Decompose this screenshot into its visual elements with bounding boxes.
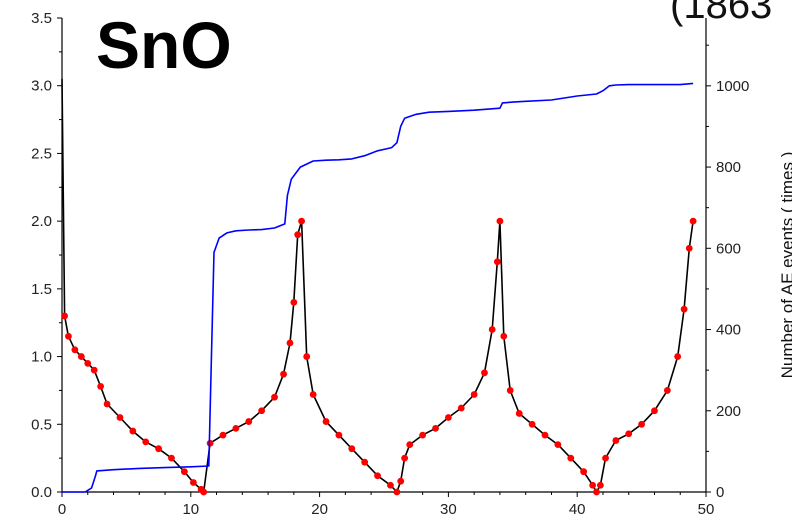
y-right-tick-label: 600 [716, 240, 741, 257]
y-right-tick-label: 200 [716, 403, 741, 420]
y-right-tick-label: 1000 [716, 78, 749, 95]
data-point [290, 299, 298, 306]
data-point [500, 332, 508, 340]
data-point [219, 431, 227, 439]
y-left-tick-label: 1.5 [31, 281, 52, 298]
data-point [488, 326, 496, 333]
data-point [103, 400, 111, 408]
data-point [155, 445, 163, 453]
data-point [200, 488, 208, 496]
data-point [419, 431, 427, 439]
data-point [445, 414, 452, 421]
data-point [189, 479, 197, 486]
data-point [689, 217, 697, 225]
data-point [116, 414, 124, 421]
data-point [232, 424, 240, 432]
y-left-tick-label: 0.0 [31, 484, 52, 501]
data-point [298, 217, 305, 225]
x-tick-label: 50 [698, 501, 715, 518]
data-point [496, 217, 504, 225]
y-right-tick-label: 400 [716, 322, 741, 339]
data-point [406, 441, 414, 448]
y-left-tick-label: 3.5 [31, 10, 52, 27]
data-point [65, 332, 72, 340]
y-left-tick-label: 0.5 [31, 416, 52, 433]
data-point [432, 424, 439, 432]
data-point [245, 418, 253, 425]
data-point [481, 369, 488, 377]
y-left-tick-label: 3.0 [31, 78, 52, 95]
data-point [142, 438, 150, 446]
data-point [303, 353, 311, 360]
data-point [77, 353, 85, 360]
data-point [596, 481, 604, 489]
data-point [602, 454, 609, 462]
x-tick-label: 10 [182, 501, 199, 518]
series-line-1 [62, 82, 694, 493]
data-point [651, 407, 658, 415]
chart-title: SnO [96, 8, 232, 82]
x-tick-label: 0 [58, 501, 66, 518]
data-point [286, 339, 294, 347]
chart-title-fragment: (1863 [670, 0, 772, 27]
data-point [309, 391, 317, 398]
data-point [638, 420, 645, 428]
data-point [397, 477, 405, 485]
data-point [271, 393, 278, 401]
y-left-tick-label: 1.0 [31, 349, 52, 366]
data-point [401, 454, 409, 462]
data-point [294, 231, 302, 239]
data-point [515, 410, 523, 417]
y-axis-right-label: Number of AE events ( times ) [778, 152, 792, 379]
data-point [335, 431, 343, 439]
data-point [84, 359, 92, 367]
data-point [180, 468, 188, 476]
data-point [90, 366, 98, 374]
data-point [457, 404, 465, 412]
data-point [71, 346, 79, 354]
y-right-tick-label: 0 [716, 484, 724, 501]
x-tick-label: 20 [311, 501, 328, 518]
data-point [680, 305, 688, 313]
series-line-0 [61, 78, 694, 493]
data-point [393, 488, 401, 496]
data-point [322, 418, 330, 425]
data-point [541, 431, 549, 439]
data-point [387, 481, 394, 489]
data-point [685, 244, 693, 252]
data-point [61, 312, 68, 320]
data-point [593, 488, 600, 496]
data-point [361, 458, 369, 466]
data-point [129, 427, 137, 435]
data-point [612, 437, 620, 444]
data-point [554, 441, 562, 448]
data-point [258, 407, 266, 415]
data-point [348, 445, 356, 453]
data-point [663, 387, 671, 394]
y-left-tick-label: 2.5 [31, 145, 52, 162]
data-point [567, 454, 575, 462]
series [61, 78, 697, 496]
axes [61, 18, 707, 493]
data-point [674, 353, 682, 360]
data-point [168, 454, 175, 462]
y-left-tick-label: 2.0 [31, 213, 52, 230]
ticks: 0 10 20 30 40 50 0.0 0.5 1.0 1.5 2.0 2.5 3.0 3.5 0 200 4… [31, 10, 749, 518]
data-point [528, 420, 536, 428]
data-point [625, 430, 633, 438]
data-point [589, 481, 597, 489]
x-tick-label: 40 [569, 501, 586, 518]
data-point [506, 387, 514, 394]
data-point [493, 258, 501, 266]
y-right-tick-label: 800 [716, 159, 741, 176]
x-tick-label: 30 [440, 501, 457, 518]
data-point [374, 472, 381, 480]
data-point [470, 391, 478, 398]
data-point [580, 468, 588, 476]
data-point [97, 382, 105, 390]
data-point [280, 370, 287, 378]
